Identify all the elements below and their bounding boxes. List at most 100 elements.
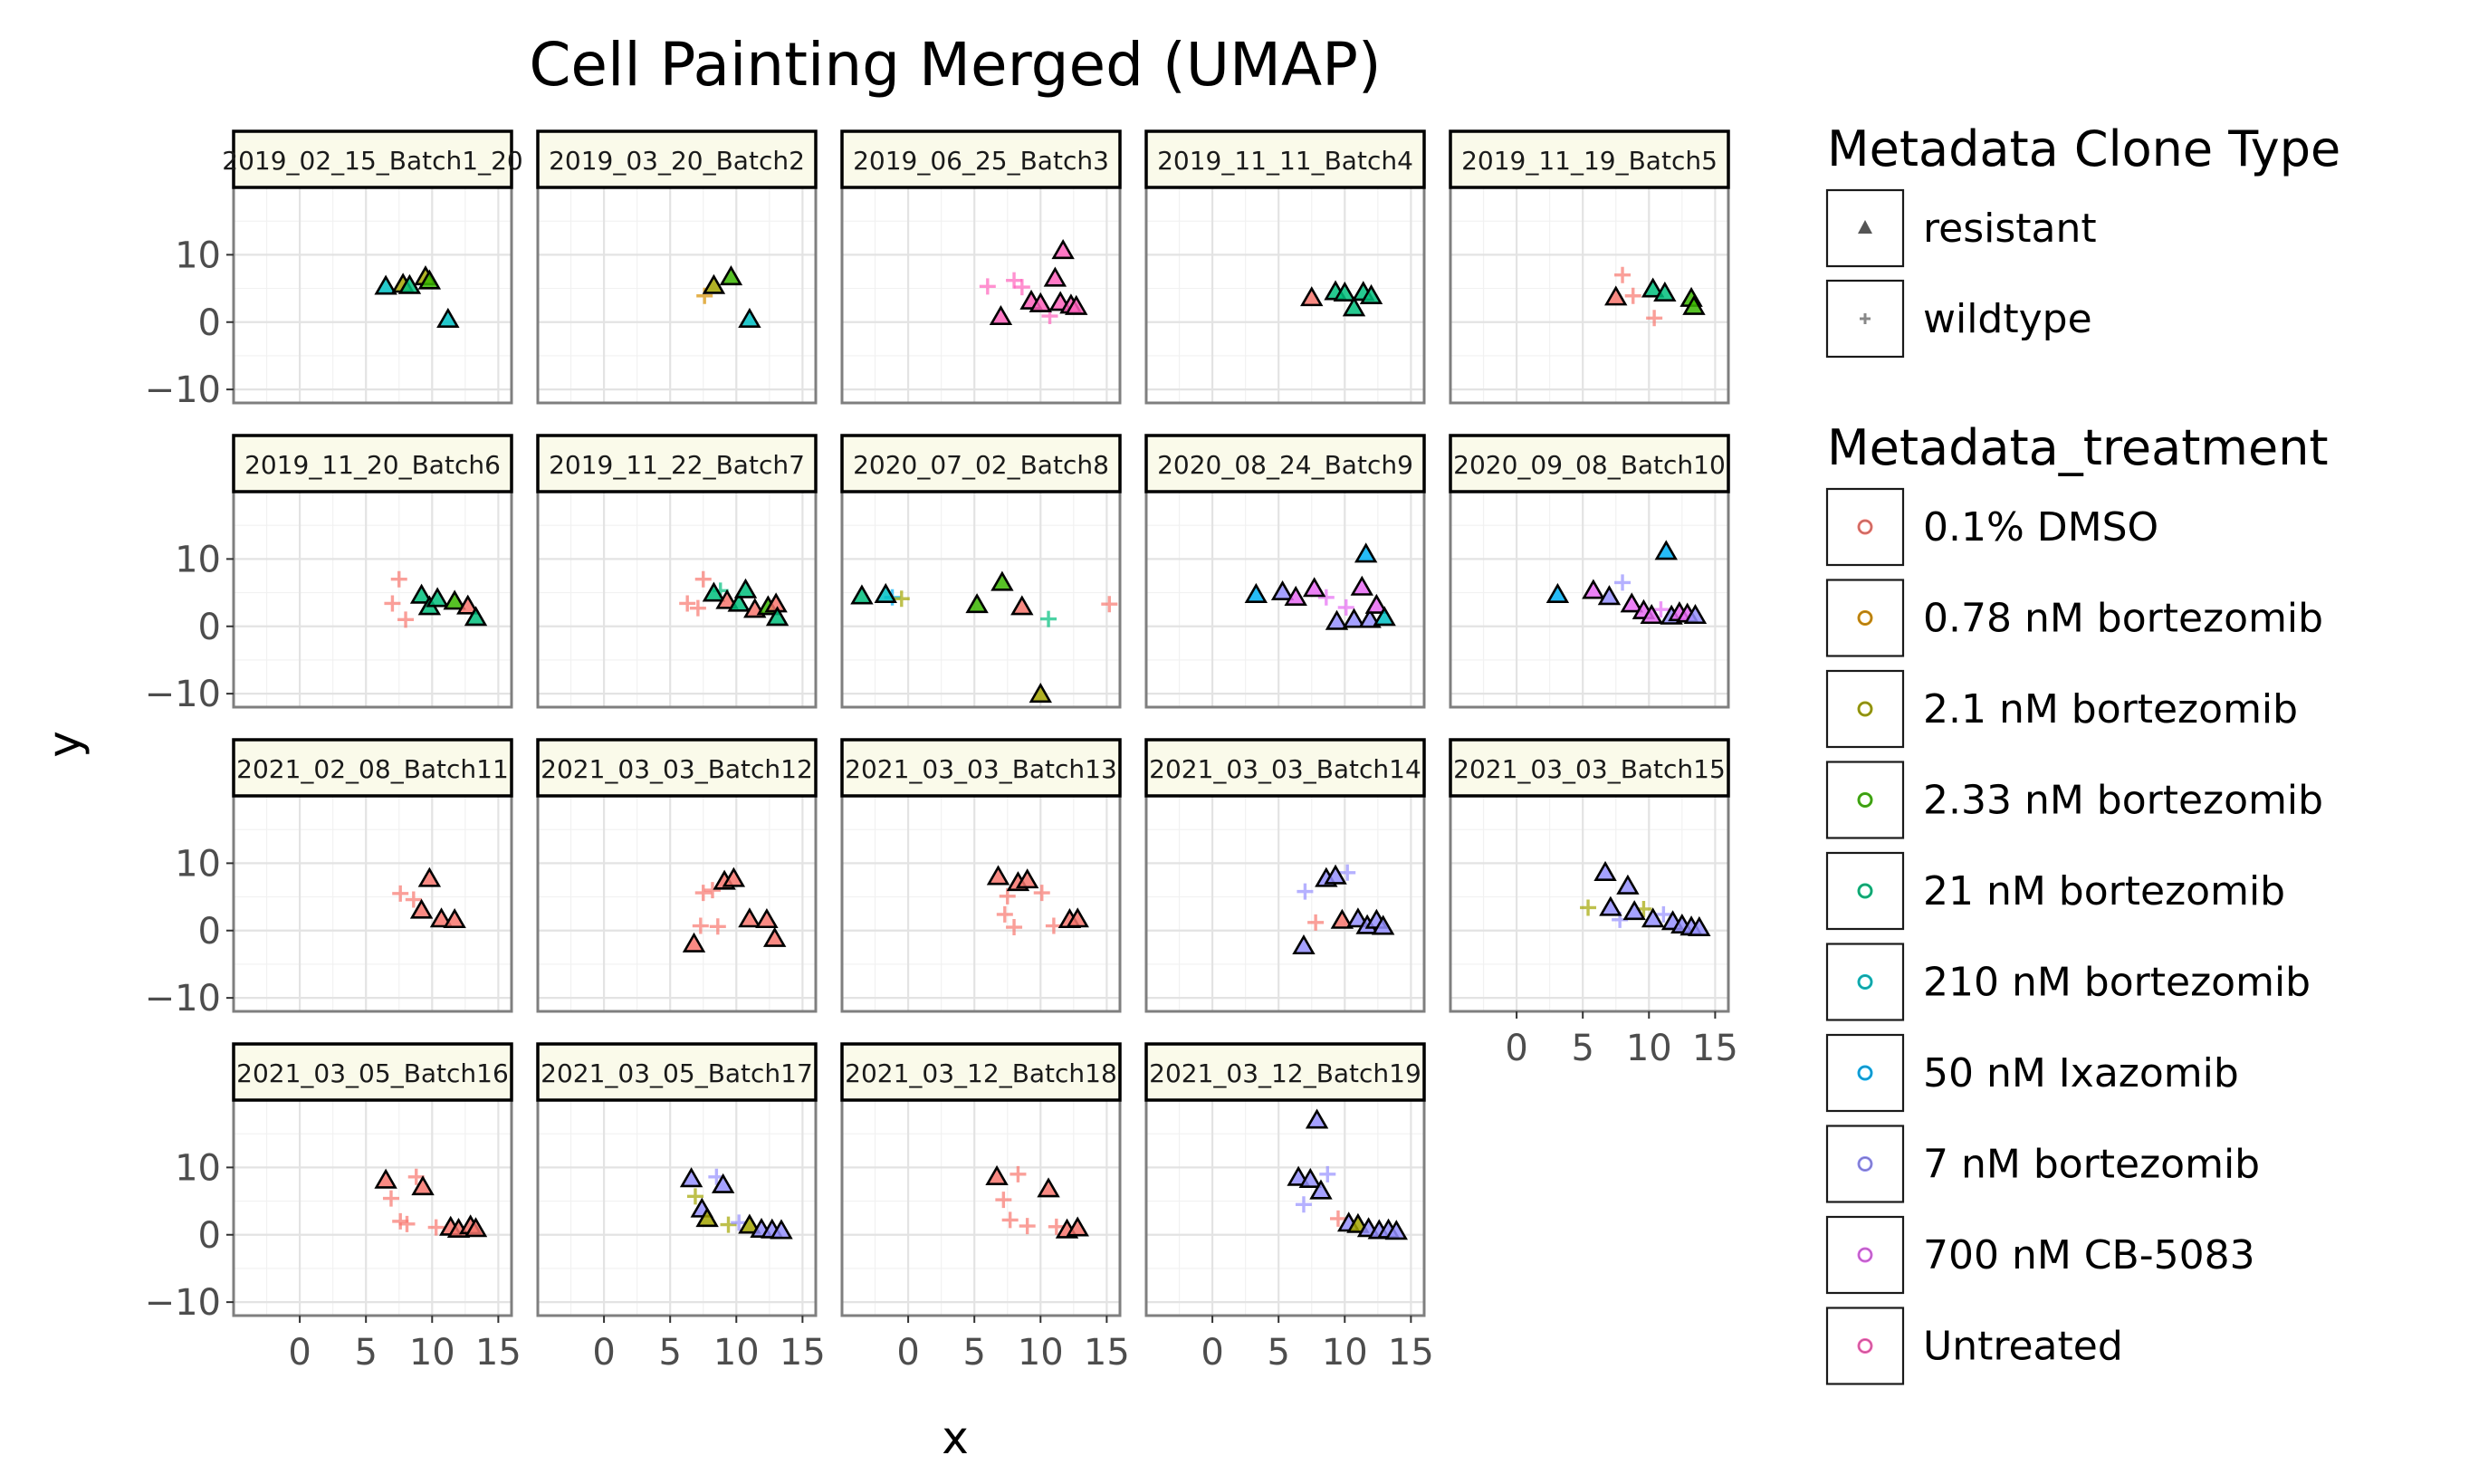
facet-panel: 2021_03_05_Batch17: [536, 1042, 818, 1317]
legend-item-700-nm-cb-5083: 700 nM CB-5083: [1825, 1215, 2255, 1295]
data-point-wildtype: [703, 882, 721, 899]
panel-background: [232, 186, 513, 405]
data-point-resistant: [722, 866, 746, 887]
facet-strip-label: 2021_03_12_Batch18: [845, 1058, 1117, 1088]
x-tick-label: 15: [1084, 1332, 1130, 1374]
data-point-resistant: [1354, 542, 1378, 563]
data-point-wildtype: [1580, 899, 1597, 916]
data-point-wildtype: [1010, 1165, 1027, 1182]
chart-title: Cell Painting Merged (UMAP): [529, 30, 1381, 100]
data-point-resistant: [1616, 874, 1640, 895]
data-point-wildtype: [709, 918, 726, 935]
facet-strip: [840, 129, 1122, 189]
data-point-wildtype: [1339, 864, 1356, 881]
x-tick-label: 15: [780, 1332, 826, 1374]
data-point-resistant: [1384, 1220, 1408, 1240]
data-point-resistant: [1597, 585, 1622, 606]
y-tick-label: 0: [198, 911, 221, 953]
data-point-wildtype: [893, 590, 910, 608]
data-point-resistant: [1324, 864, 1347, 885]
data-point-wildtype: [1001, 1211, 1019, 1229]
y-tick-label: 0: [198, 302, 221, 344]
x-tick-label: 10: [1626, 1028, 1672, 1069]
facet-strip: [1144, 1042, 1426, 1102]
data-point-resistant: [1066, 907, 1089, 928]
x-tick-label: 0: [592, 1332, 615, 1374]
data-point-resistant: [1309, 1179, 1333, 1200]
data-point-wildtype: [1614, 574, 1632, 591]
y-tick-label: 10: [175, 843, 221, 885]
data-point-resistant: [1342, 608, 1366, 628]
data-point-resistant: [1029, 292, 1052, 312]
x-tick-label: 5: [354, 1332, 377, 1374]
data-point-resistant: [1015, 868, 1039, 889]
legend-label: 21 nM bortezomib: [1923, 868, 2285, 914]
data-point-resistant: [1284, 585, 1307, 606]
data-point-resistant: [1330, 908, 1354, 929]
data-point-resistant: [679, 1167, 703, 1188]
facet-strip: [536, 1042, 818, 1102]
facet-strip: [1449, 434, 1730, 493]
data-point-resistant: [1682, 294, 1706, 315]
shape-legend-items: resistant wildtype: [1825, 188, 2097, 359]
y-tick-label: 10: [175, 1147, 221, 1189]
facet-strip-label: 2020_08_24_Batch9: [1157, 450, 1413, 480]
circle-outline: [1858, 611, 1872, 625]
data-point-wildtype: [995, 1192, 1012, 1209]
legend: Metadata Clone Type Metadata_treatment r…: [1825, 120, 2340, 1385]
legend-item-2-33-nm-bortezomib: 2.33 nM bortezomib: [1825, 761, 2323, 839]
x-tick-label: 15: [1388, 1332, 1434, 1374]
x-tick-label: 10: [713, 1332, 760, 1374]
x-tick-label: 0: [1505, 1028, 1527, 1069]
data-point-resistant: [738, 1213, 761, 1234]
facet-strip: [232, 129, 513, 189]
facet-strip: [840, 434, 1122, 493]
data-point-resistant: [1043, 266, 1067, 287]
y-tick-label: −10: [145, 674, 221, 715]
data-point-resistant: [1622, 900, 1646, 921]
facet-strip-label: 2021_02_08_Batch11: [236, 754, 509, 784]
data-point-wildtype: [1013, 279, 1030, 296]
facet-panel: 2021_03_03_Batch12: [536, 738, 818, 1013]
data-point-wildtype: [1317, 589, 1335, 606]
x-tick-label: 0: [1201, 1332, 1223, 1374]
legend-key: [1825, 761, 1905, 839]
data-point-resistant: [1653, 281, 1677, 302]
data-point-wildtype: [731, 1214, 748, 1231]
facet-strip: [1144, 738, 1426, 798]
facet-strip-label: 2019_11_20_Batch6: [244, 450, 501, 480]
data-point-resistant: [417, 269, 442, 290]
facet-strip-label: 2019_11_19_Batch5: [1461, 146, 1718, 176]
data-point-resistant: [464, 606, 488, 627]
legend-item-resistant: resistant: [1825, 188, 2097, 268]
facet-strip: [840, 738, 1122, 798]
data-point-wildtype: [1652, 601, 1670, 618]
facet-strip-label: 2021_03_03_Batch14: [1149, 754, 1421, 784]
facet-strip: [232, 1042, 513, 1102]
facet-panel: 2020_09_08_Batch10: [1449, 434, 1730, 709]
circle-outline: [1858, 1157, 1872, 1171]
data-point-resistant: [1333, 281, 1356, 302]
legend-item-210-nm-bortezomib: 210 nM bortezomib: [1825, 943, 2311, 1021]
y-tick-label: −10: [145, 369, 221, 411]
circle-outline: [1858, 1066, 1872, 1080]
data-point-wildtype: [1033, 885, 1050, 902]
data-point-resistant: [456, 594, 480, 615]
legend-label: wildtype: [1923, 296, 2092, 342]
data-point-resistant: [1358, 608, 1382, 628]
data-point-resistant: [1359, 283, 1383, 304]
data-point-resistant: [719, 265, 743, 286]
data-point-wildtype: [382, 1190, 399, 1207]
legend-key: [1825, 1033, 1905, 1113]
legend-label: 0.1% DMSO: [1923, 504, 2158, 551]
circle-outline: [1858, 1248, 1872, 1262]
data-point-resistant: [1298, 1167, 1322, 1188]
data-point-wildtype: [1337, 598, 1354, 616]
circle-outline: [1858, 702, 1872, 716]
data-point-resistant: [755, 907, 779, 929]
data-point-resistant: [417, 866, 442, 887]
facet-panel: 2019_11_22_Batch7: [536, 434, 818, 709]
legend-key: [1825, 579, 1905, 657]
y-tick-label: 0: [198, 607, 221, 648]
panel-background: [1449, 490, 1730, 709]
